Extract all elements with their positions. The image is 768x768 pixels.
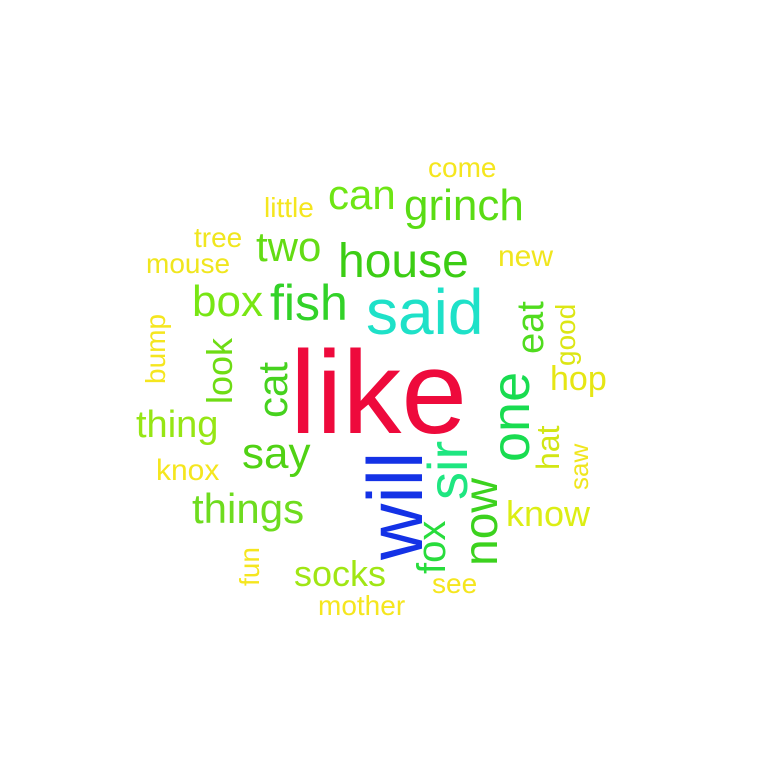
word-know: know xyxy=(506,493,591,534)
word-grinch: grinch xyxy=(404,181,524,230)
word-fox: fox xyxy=(410,520,454,574)
word-said: said xyxy=(366,276,484,348)
word-see: see xyxy=(432,568,478,599)
word-new: new xyxy=(498,240,554,273)
word-thing: thing xyxy=(136,404,219,446)
word-things: things xyxy=(192,485,305,532)
word-mother: mother xyxy=(318,590,406,621)
word-look: look xyxy=(199,337,240,404)
word-hop: hop xyxy=(550,360,607,398)
word-can: can xyxy=(328,171,396,218)
word-saw: saw xyxy=(564,443,594,490)
word-socks: socks xyxy=(294,553,387,594)
word-house: house xyxy=(338,235,469,288)
word-good: good xyxy=(550,303,581,366)
word-cat: cat xyxy=(249,361,296,418)
word-now: now xyxy=(455,477,508,566)
word-box: box xyxy=(192,277,263,326)
word-hat: hat xyxy=(530,425,566,470)
word-tree: tree xyxy=(194,222,243,253)
word-fun: fun xyxy=(234,547,265,586)
word-come: come xyxy=(428,152,497,183)
word-say: say xyxy=(242,429,311,478)
word-mouse: mouse xyxy=(146,248,231,279)
word-like: like xyxy=(290,327,468,459)
word-knox: knox xyxy=(156,454,220,487)
word-fish: fish xyxy=(270,275,348,331)
word-two: two xyxy=(256,223,322,270)
word-bump: bump xyxy=(140,313,171,384)
word-little: little xyxy=(264,192,314,223)
word-eat: eat xyxy=(510,301,552,354)
